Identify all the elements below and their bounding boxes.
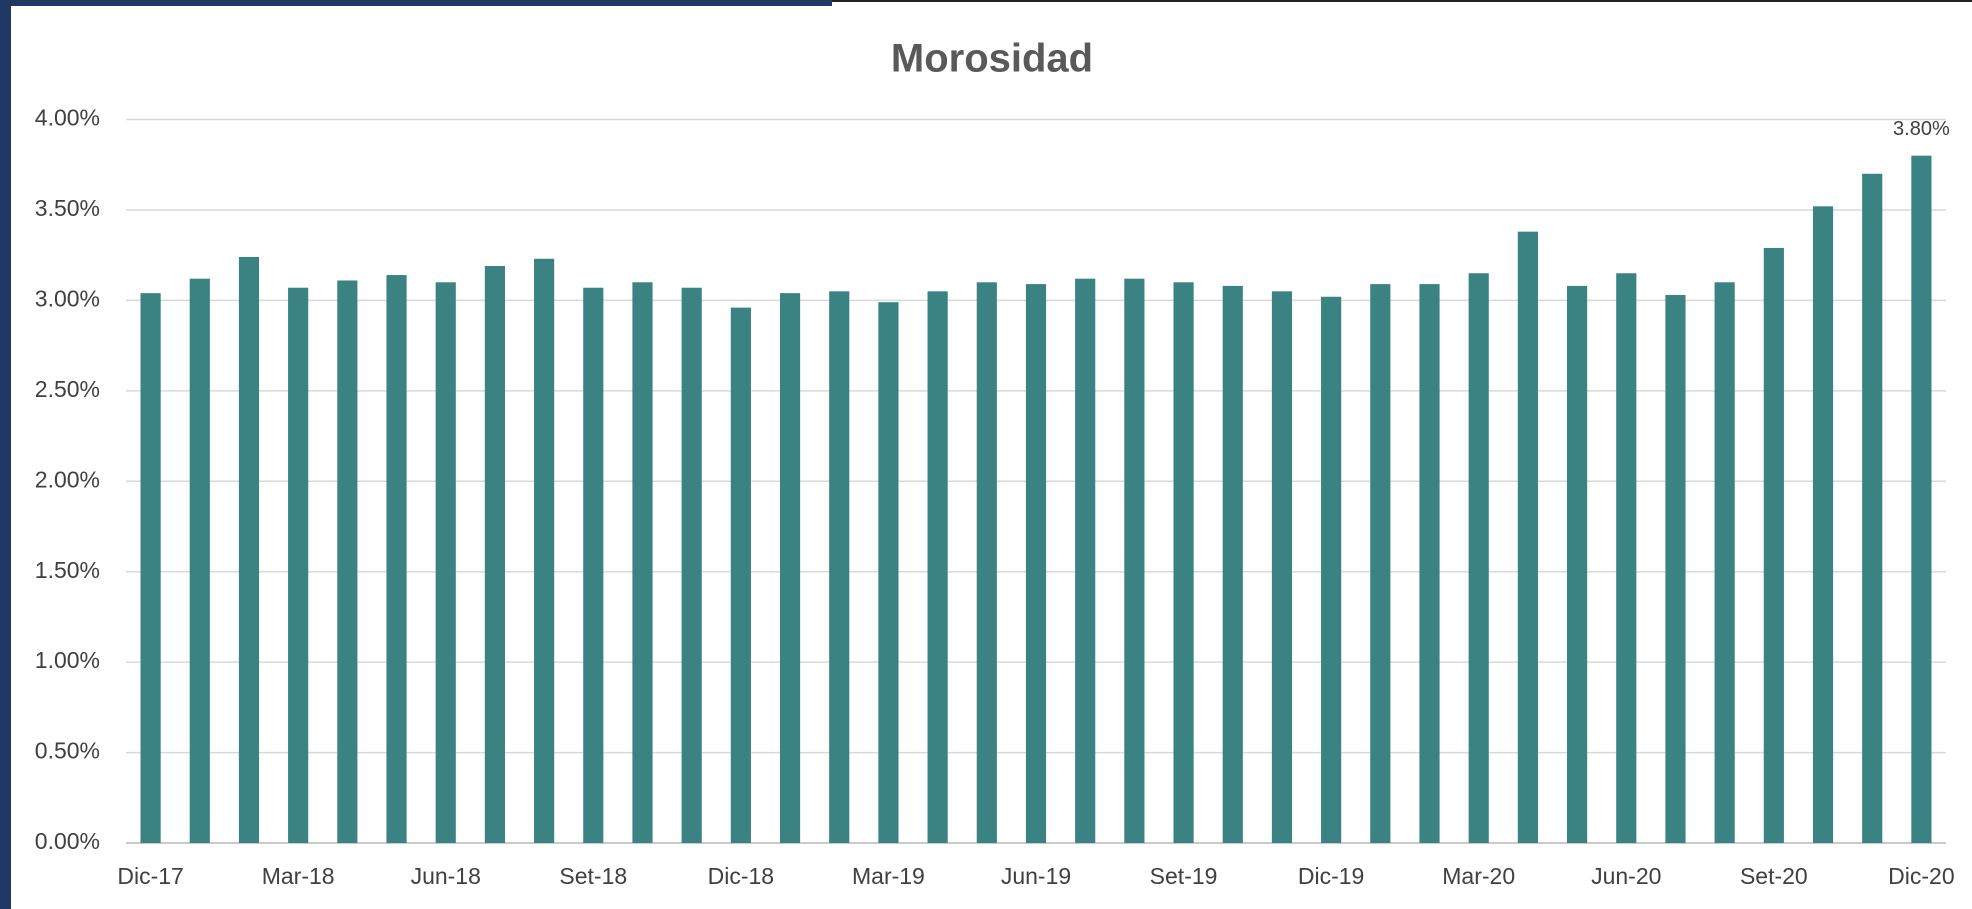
y-tick-label: 1.50% (35, 557, 100, 583)
bar (681, 287, 702, 843)
bar (1911, 155, 1932, 844)
x-tick-label: Dic-19 (1298, 863, 1364, 889)
bar (878, 302, 899, 844)
bar (1517, 231, 1538, 843)
y-tick-label: 3.00% (35, 285, 100, 311)
x-tick-label: Jun-19 (1001, 863, 1071, 889)
bar (1763, 247, 1784, 843)
bar (337, 280, 358, 843)
bar (632, 282, 653, 844)
bar (189, 278, 210, 843)
x-tick-label: Set-20 (1740, 863, 1808, 889)
bar (1566, 285, 1588, 843)
bar (1321, 296, 1342, 843)
bar (140, 293, 161, 843)
y-tick-label: 2.50% (35, 376, 100, 402)
bar (1419, 284, 1440, 843)
bar (1468, 273, 1489, 843)
bar (1075, 278, 1096, 843)
bar (730, 307, 751, 843)
bar (976, 282, 997, 844)
x-tick-label: Set-19 (1150, 863, 1218, 889)
bar (1222, 285, 1243, 843)
x-tick-label: Jun-18 (411, 863, 481, 889)
y-tick-label: 0.50% (35, 738, 100, 764)
x-tick-label: Dic-20 (1888, 863, 1954, 889)
y-tick-label: 3.50% (35, 195, 100, 221)
bar (238, 256, 260, 844)
bar (583, 287, 604, 843)
left-border (0, 0, 11, 909)
bar (1862, 173, 1883, 843)
x-tick-label: Jun-20 (1591, 863, 1661, 889)
bar (1616, 273, 1637, 843)
data-label: 3.80% (1893, 118, 1950, 140)
x-tick-label: Dic-17 (117, 863, 183, 889)
y-tick-label: 0.00% (35, 828, 100, 854)
bar (484, 266, 506, 843)
x-tick-label: Mar-20 (1442, 863, 1515, 889)
y-tick-label: 1.00% (35, 647, 100, 673)
bar (829, 291, 850, 843)
chart-title: Morosidad (891, 37, 1093, 81)
y-tick-label: 2.00% (35, 466, 100, 492)
bar (435, 282, 456, 844)
bar (1714, 282, 1735, 844)
bar (779, 293, 801, 843)
x-tick-label: Set-18 (559, 863, 627, 889)
bar (1665, 294, 1686, 844)
bar (1812, 206, 1834, 843)
top-line (832, 0, 1972, 2)
x-tick-label: Mar-19 (852, 863, 925, 889)
bar (927, 291, 948, 843)
top-border (0, 0, 832, 6)
bar (1173, 282, 1194, 844)
bar (1271, 291, 1293, 843)
x-tick-label: Dic-18 (708, 863, 774, 889)
x-tick-label: Mar-18 (262, 863, 335, 889)
y-tick-label: 4.00% (35, 105, 100, 131)
bar (534, 258, 555, 843)
bar (386, 275, 407, 843)
bar (1370, 284, 1391, 843)
bar (1124, 278, 1145, 843)
bar (1025, 284, 1047, 843)
bar (288, 287, 309, 843)
